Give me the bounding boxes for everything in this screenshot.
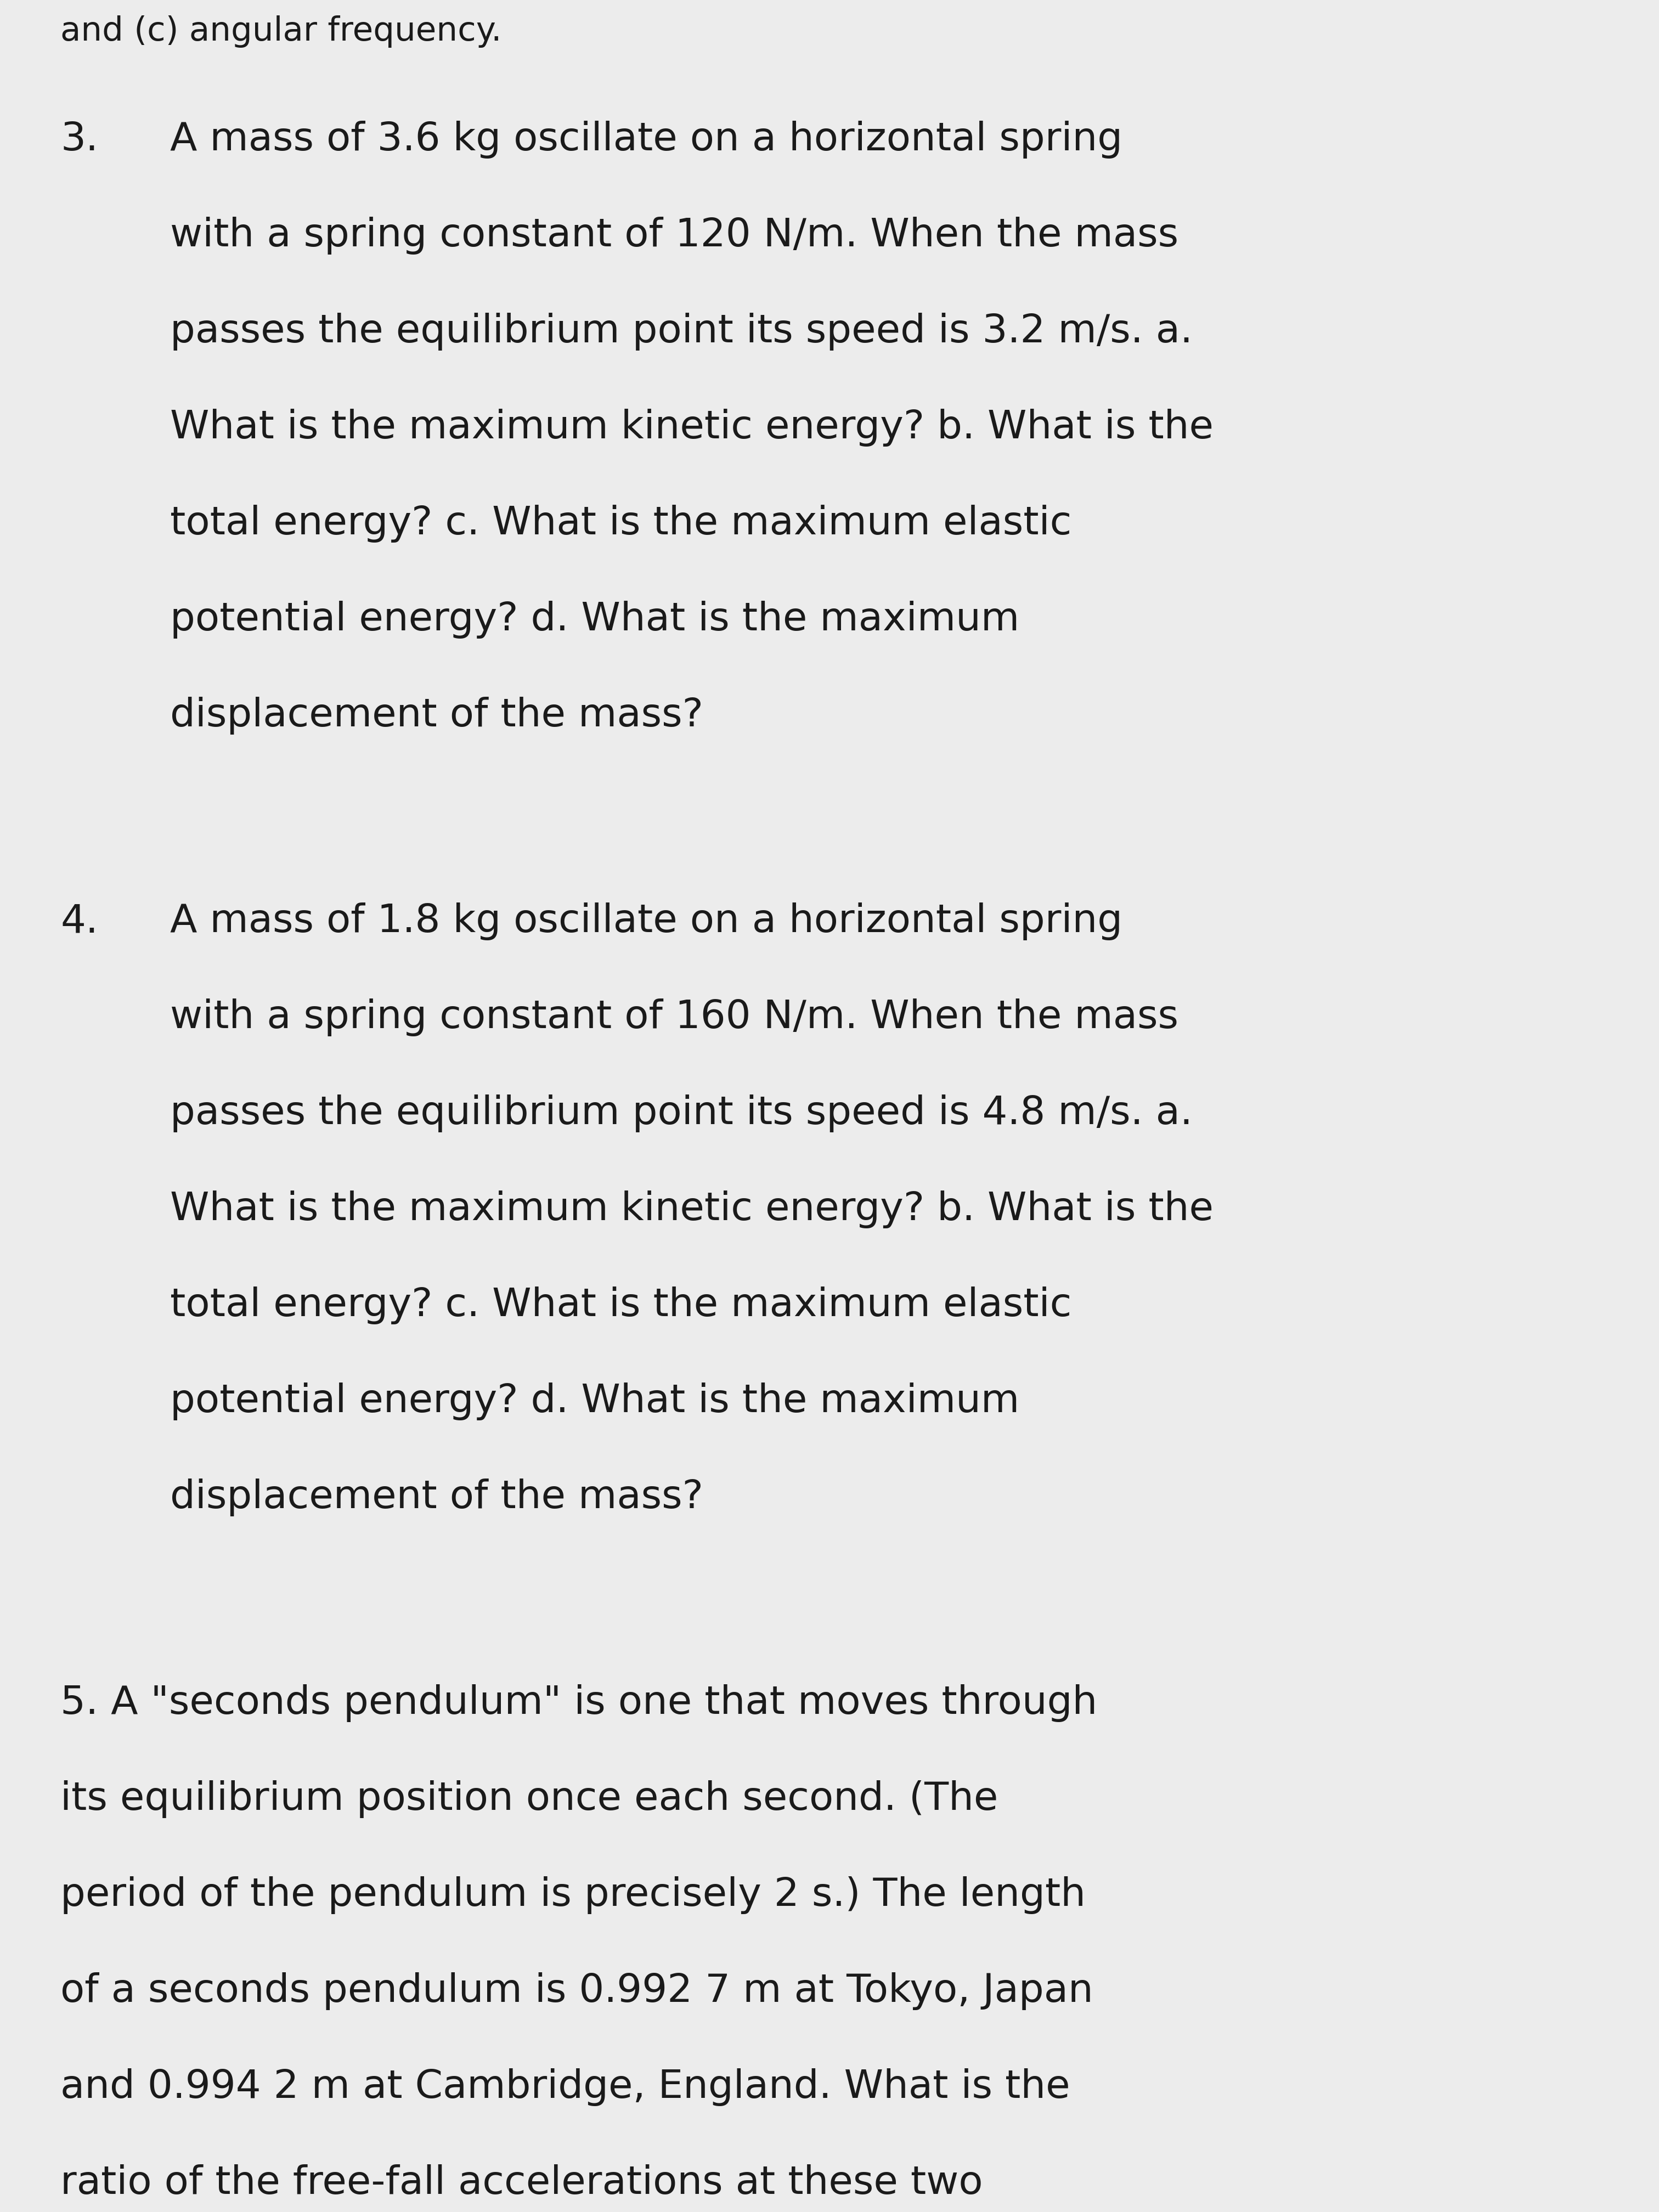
Text: and 0.994 2 m at Cambridge, England. What is the: and 0.994 2 m at Cambridge, England. Wha… <box>60 2068 1070 2106</box>
Text: displacement of the mass?: displacement of the mass? <box>171 697 703 734</box>
Text: 4.: 4. <box>60 902 98 940</box>
Text: period of the pendulum is precisely 2 s.) The length: period of the pendulum is precisely 2 s.… <box>60 1876 1085 1913</box>
Text: with a spring constant of 120 N/m. When the mass: with a spring constant of 120 N/m. When … <box>171 217 1178 254</box>
Text: and (c) angular frequency.: and (c) angular frequency. <box>60 15 501 49</box>
Text: passes the equilibrium point its speed is 4.8 m/s. a.: passes the equilibrium point its speed i… <box>171 1095 1193 1133</box>
Text: with a spring constant of 160 N/m. When the mass: with a spring constant of 160 N/m. When … <box>171 998 1178 1037</box>
Text: A mass of 3.6 kg oscillate on a horizontal spring: A mass of 3.6 kg oscillate on a horizont… <box>171 122 1123 159</box>
Text: 5. A "seconds pendulum" is one that moves through: 5. A "seconds pendulum" is one that move… <box>60 1683 1097 1723</box>
Text: its equilibrium position once each second. (The: its equilibrium position once each secon… <box>60 1781 999 1818</box>
Text: ratio of the free-fall accelerations at these two: ratio of the free-fall accelerations at … <box>60 2163 982 2203</box>
Text: potential energy? d. What is the maximum: potential energy? d. What is the maximum <box>171 602 1020 639</box>
Text: total energy? c. What is the maximum elastic: total energy? c. What is the maximum ela… <box>171 1287 1072 1325</box>
Text: What is the maximum kinetic energy? b. What is the: What is the maximum kinetic energy? b. W… <box>171 1190 1213 1228</box>
Text: potential energy? d. What is the maximum: potential energy? d. What is the maximum <box>171 1383 1020 1420</box>
Text: A mass of 1.8 kg oscillate on a horizontal spring: A mass of 1.8 kg oscillate on a horizont… <box>171 902 1123 940</box>
Text: What is the maximum kinetic energy? b. What is the: What is the maximum kinetic energy? b. W… <box>171 409 1213 447</box>
Text: of a seconds pendulum is 0.992 7 m at Tokyo, Japan: of a seconds pendulum is 0.992 7 m at To… <box>60 1973 1093 2011</box>
Text: displacement of the mass?: displacement of the mass? <box>171 1478 703 1517</box>
Text: total energy? c. What is the maximum elastic: total energy? c. What is the maximum ela… <box>171 504 1072 542</box>
Text: 3.: 3. <box>60 122 98 159</box>
Text: passes the equilibrium point its speed is 3.2 m/s. a.: passes the equilibrium point its speed i… <box>171 312 1193 349</box>
